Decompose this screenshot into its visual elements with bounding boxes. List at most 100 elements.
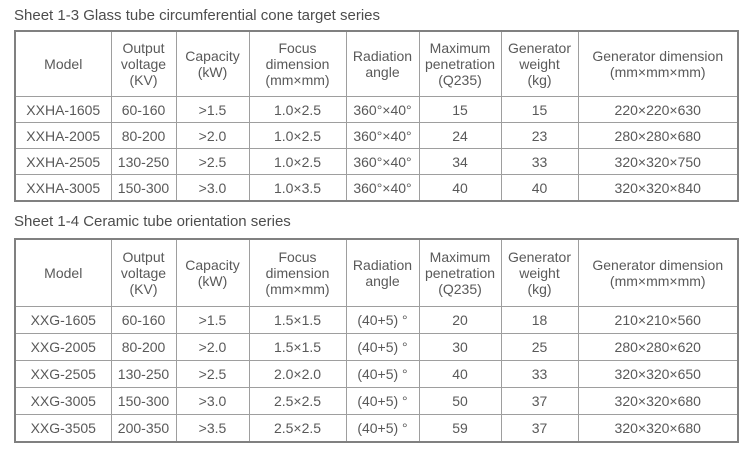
cell-capacity: >2.0 [175,122,250,149]
cell-generator-weight: 15 [500,96,579,123]
cell-generator-dimension: 320×320×680 [577,387,739,415]
cell-radiation-angle: (40+5) ° [345,387,420,415]
cell-output-voltage: 60-160 [110,306,177,334]
cell-output-voltage: 150-300 [110,387,177,415]
cell-focus-dimension: 1.0×3.5 [248,174,347,202]
cell-focus-dimension: 1.5×1.5 [248,333,347,361]
cell-maximum-penetration: 59 [418,414,502,443]
cell-maximum-penetration: 24 [418,122,502,149]
cell-focus-dimension: 1.0×2.5 [248,122,347,149]
col-header-model: Model [14,30,112,97]
cell-focus-dimension: 1.0×2.5 [248,148,347,175]
cell-focus-dimension: 2.5×2.5 [248,414,347,443]
cell-radiation-angle: (40+5) ° [345,414,420,443]
cell-focus-dimension: 1.0×2.5 [248,96,347,123]
col-header-capacity: Capacity (kW) [175,238,250,307]
col-header-focus-dimension: Focus dimension (mm×mm) [248,30,347,97]
col-header-capacity: Capacity (kW) [175,30,250,97]
cell-output-voltage: 130-250 [110,360,177,388]
cell-radiation-angle: 360°×40° [345,96,420,123]
col-header-generator-weight: Generator weight (kg) [500,238,579,307]
cell-output-voltage: 150-300 [110,174,177,202]
cell-radiation-angle: (40+5) ° [345,360,420,388]
cell-capacity: >2.0 [175,333,250,361]
table-row: XXG-1605 60-160 >1.5 1.5×1.5 (40+5) ° 20… [14,306,739,334]
cell-maximum-penetration: 15 [418,96,502,123]
cell-output-voltage: 80-200 [110,333,177,361]
col-header-maximum-penetration: Maximum penetration (Q235) [418,30,502,97]
cell-output-voltage: 80-200 [110,122,177,149]
cell-radiation-angle: (40+5) ° [345,333,420,361]
cell-generator-dimension: 280×280×620 [577,333,739,361]
table-row: XXHA-1605 60-160 >1.5 1.0×2.5 360°×40° 1… [14,96,739,123]
cell-output-voltage: 130-250 [110,148,177,175]
cell-model: XXHA-1605 [14,96,112,123]
cell-model: XXG-2505 [14,360,112,388]
cell-focus-dimension: 1.5×1.5 [248,306,347,334]
sheet-1-4-section: Sheet 1-4 Ceramic tube orientation serie… [14,213,739,443]
cell-capacity: >2.5 [175,148,250,175]
cell-generator-weight: 23 [500,122,579,149]
cell-generator-dimension: 210×210×560 [577,306,739,334]
cell-generator-weight: 37 [500,414,579,443]
table-row: XXG-2505 130-250 >2.5 2.0×2.0 (40+5) ° 4… [14,360,739,388]
cell-model: XXG-3505 [14,414,112,443]
cell-model: XXHA-2505 [14,148,112,175]
col-header-output-voltage: Output voltage (KV) [110,30,177,97]
cell-maximum-penetration: 30 [418,333,502,361]
cell-radiation-angle: 360°×40° [345,174,420,202]
cell-generator-dimension: 220×220×630 [577,96,739,123]
col-header-maximum-penetration: Maximum penetration (Q235) [418,238,502,307]
sheet-1-4-table: Model Output voltage (KV) Capacity (kW) … [14,238,739,443]
col-header-generator-weight: Generator weight (kg) [500,30,579,97]
cell-radiation-angle: (40+5) ° [345,306,420,334]
table-row: XXHA-2005 80-200 >2.0 1.0×2.5 360°×40° 2… [14,122,739,149]
cell-generator-weight: 33 [500,148,579,175]
cell-generator-dimension: 320×320×680 [577,414,739,443]
cell-radiation-angle: 360°×40° [345,148,420,175]
cell-generator-weight: 33 [500,360,579,388]
cell-generator-dimension: 320×320×750 [577,148,739,175]
cell-maximum-penetration: 20 [418,306,502,334]
cell-generator-dimension: 280×280×680 [577,122,739,149]
col-header-radiation-angle: Radiation angle [345,238,420,307]
sheet-1-3-title: Sheet 1-3 Glass tube circumferential con… [14,7,381,24]
table-row: XXG-3505 200-350 >3.5 2.5×2.5 (40+5) ° 5… [14,414,739,443]
table-row: XXG-3005 150-300 >3.0 2.5×2.5 (40+5) ° 5… [14,387,739,415]
cell-maximum-penetration: 50 [418,387,502,415]
sheet-1-3-table: Model Output voltage (KV) Capacity (kW) … [14,30,739,202]
table-row: XXHA-3005 150-300 >3.0 1.0×3.5 360°×40° … [14,174,739,202]
col-header-generator-dimension: Generator dimension (mm×mm×mm) [577,238,739,307]
col-header-generator-dimension: Generator dimension (mm×mm×mm) [577,30,739,97]
cell-model: XXHA-3005 [14,174,112,202]
table-row: XXG-2005 80-200 >2.0 1.5×1.5 (40+5) ° 30… [14,333,739,361]
cell-generator-dimension: 320×320×840 [577,174,739,202]
cell-maximum-penetration: 34 [418,148,502,175]
sheet-1-3-section: Sheet 1-3 Glass tube circumferential con… [14,7,739,202]
cell-generator-weight: 37 [500,387,579,415]
cell-generator-weight: 18 [500,306,579,334]
cell-capacity: >3.0 [175,387,250,415]
cell-output-voltage: 200-350 [110,414,177,443]
cell-capacity: >1.5 [175,96,250,123]
cell-capacity: >3.5 [175,414,250,443]
col-header-model: Model [14,238,112,307]
table-row: XXHA-2505 130-250 >2.5 1.0×2.5 360°×40° … [14,148,739,175]
cell-generator-dimension: 320×320×650 [577,360,739,388]
cell-model: XXHA-2005 [14,122,112,149]
cell-focus-dimension: 2.5×2.5 [248,387,347,415]
sheet-1-4-title: Sheet 1-4 Ceramic tube orientation serie… [14,213,291,230]
cell-focus-dimension: 2.0×2.0 [248,360,347,388]
cell-capacity: >1.5 [175,306,250,334]
cell-model: XXG-3005 [14,387,112,415]
cell-capacity: >2.5 [175,360,250,388]
cell-maximum-penetration: 40 [418,360,502,388]
header-row: Model Output voltage (KV) Capacity (kW) … [14,30,739,97]
col-header-output-voltage: Output voltage (KV) [110,238,177,307]
header-row: Model Output voltage (KV) Capacity (kW) … [14,238,739,307]
cell-radiation-angle: 360°×40° [345,122,420,149]
cell-generator-weight: 25 [500,333,579,361]
cell-output-voltage: 60-160 [110,96,177,123]
col-header-focus-dimension: Focus dimension (mm×mm) [248,238,347,307]
cell-generator-weight: 40 [500,174,579,202]
